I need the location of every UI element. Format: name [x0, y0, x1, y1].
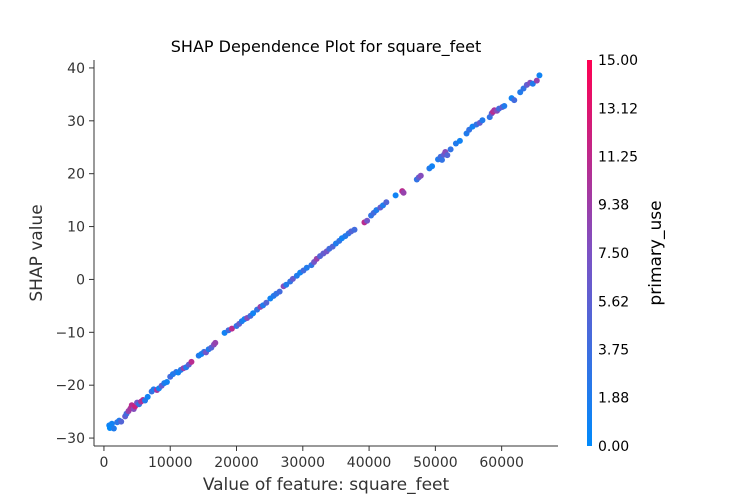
- x-axis-label: Value of feature: square_feet: [203, 475, 450, 495]
- scatter-point: [163, 379, 170, 386]
- colorbar-tick-label: 0.00: [598, 439, 629, 455]
- colorbar-gradient: [587, 60, 592, 446]
- chart-title: SHAP Dependence Plot for square_feet: [171, 37, 481, 57]
- x-ticks: 0 10000 20000 30000 40000 50000 60000: [99, 446, 524, 471]
- plot-area: 0 10000 20000 30000 40000 50000 60000 −30 −20 −1…: [55, 60, 558, 471]
- colorbar-tick-label: 1.88: [598, 391, 629, 407]
- x-tick-label: 60000: [479, 455, 524, 471]
- scatter-point: [144, 393, 151, 400]
- scatter-point: [511, 97, 518, 104]
- scatter-point: [188, 358, 195, 365]
- scatter-point: [533, 77, 540, 84]
- y-tick-label: −10: [55, 325, 85, 341]
- x-tick-label: 10000: [148, 455, 193, 471]
- scatter-point: [392, 192, 399, 199]
- x-tick-label: 0: [99, 455, 108, 471]
- scatter-point: [276, 288, 283, 295]
- scatter-point: [108, 420, 115, 427]
- colorbar-ticks: 0.00 1.88 3.75 5.62 7.50 9.38 11.25 13.12 15.00: [598, 53, 638, 455]
- colorbar: 0.00 1.88 3.75 5.62 7.50 9.38 11.25 13.12 15.00: [587, 53, 638, 455]
- y-tick-label: 20: [67, 167, 85, 183]
- colorbar-tick-label: 9.38: [598, 198, 629, 214]
- scatter-point: [383, 199, 390, 206]
- colorbar-tick-label: 15.00: [598, 53, 638, 69]
- colorbar-tick-label: 11.25: [598, 150, 638, 166]
- scatter-point: [250, 310, 257, 317]
- colorbar-tick-label: 13.12: [598, 101, 638, 117]
- scatter-point: [429, 163, 436, 170]
- colorbar-label: primary_use: [646, 200, 666, 305]
- scatter-point: [444, 152, 451, 159]
- y-tick-label: 40: [67, 61, 85, 77]
- scatter-point: [118, 418, 125, 425]
- colorbar-tick-label: 3.75: [598, 343, 629, 359]
- scatter-point: [400, 189, 407, 196]
- y-tick-label: 10: [67, 220, 85, 236]
- scatter-point: [501, 103, 508, 110]
- y-tick-label: −20: [55, 378, 85, 394]
- scatter-point: [456, 137, 463, 144]
- scatter-point: [364, 217, 371, 224]
- scatter-point: [417, 172, 424, 179]
- y-ticks: −30 −20 −10 0 10 20 30 40: [55, 61, 94, 447]
- scatter-points: [106, 72, 543, 432]
- scatter-point: [263, 299, 270, 306]
- x-tick-label: 20000: [214, 455, 259, 471]
- scatter-point: [303, 264, 310, 271]
- colorbar-tick-label: 5.62: [598, 294, 629, 310]
- scatter-point: [110, 425, 117, 432]
- scatter-point: [439, 156, 445, 163]
- scatter-point: [351, 226, 358, 233]
- y-axis-label: SHAP value: [27, 204, 47, 301]
- y-tick-label: −30: [55, 431, 85, 447]
- scatter-point: [479, 117, 486, 124]
- scatter-point: [228, 325, 235, 332]
- x-tick-label: 40000: [347, 455, 392, 471]
- scatter-point: [212, 339, 219, 346]
- y-tick-label: 0: [76, 272, 85, 288]
- scatter-point: [536, 72, 543, 79]
- x-tick-label: 50000: [413, 455, 458, 471]
- colorbar-tick-label: 7.50: [598, 246, 629, 262]
- scatter-point: [447, 146, 454, 153]
- y-tick-label: 30: [67, 114, 85, 130]
- x-tick-label: 30000: [281, 455, 326, 471]
